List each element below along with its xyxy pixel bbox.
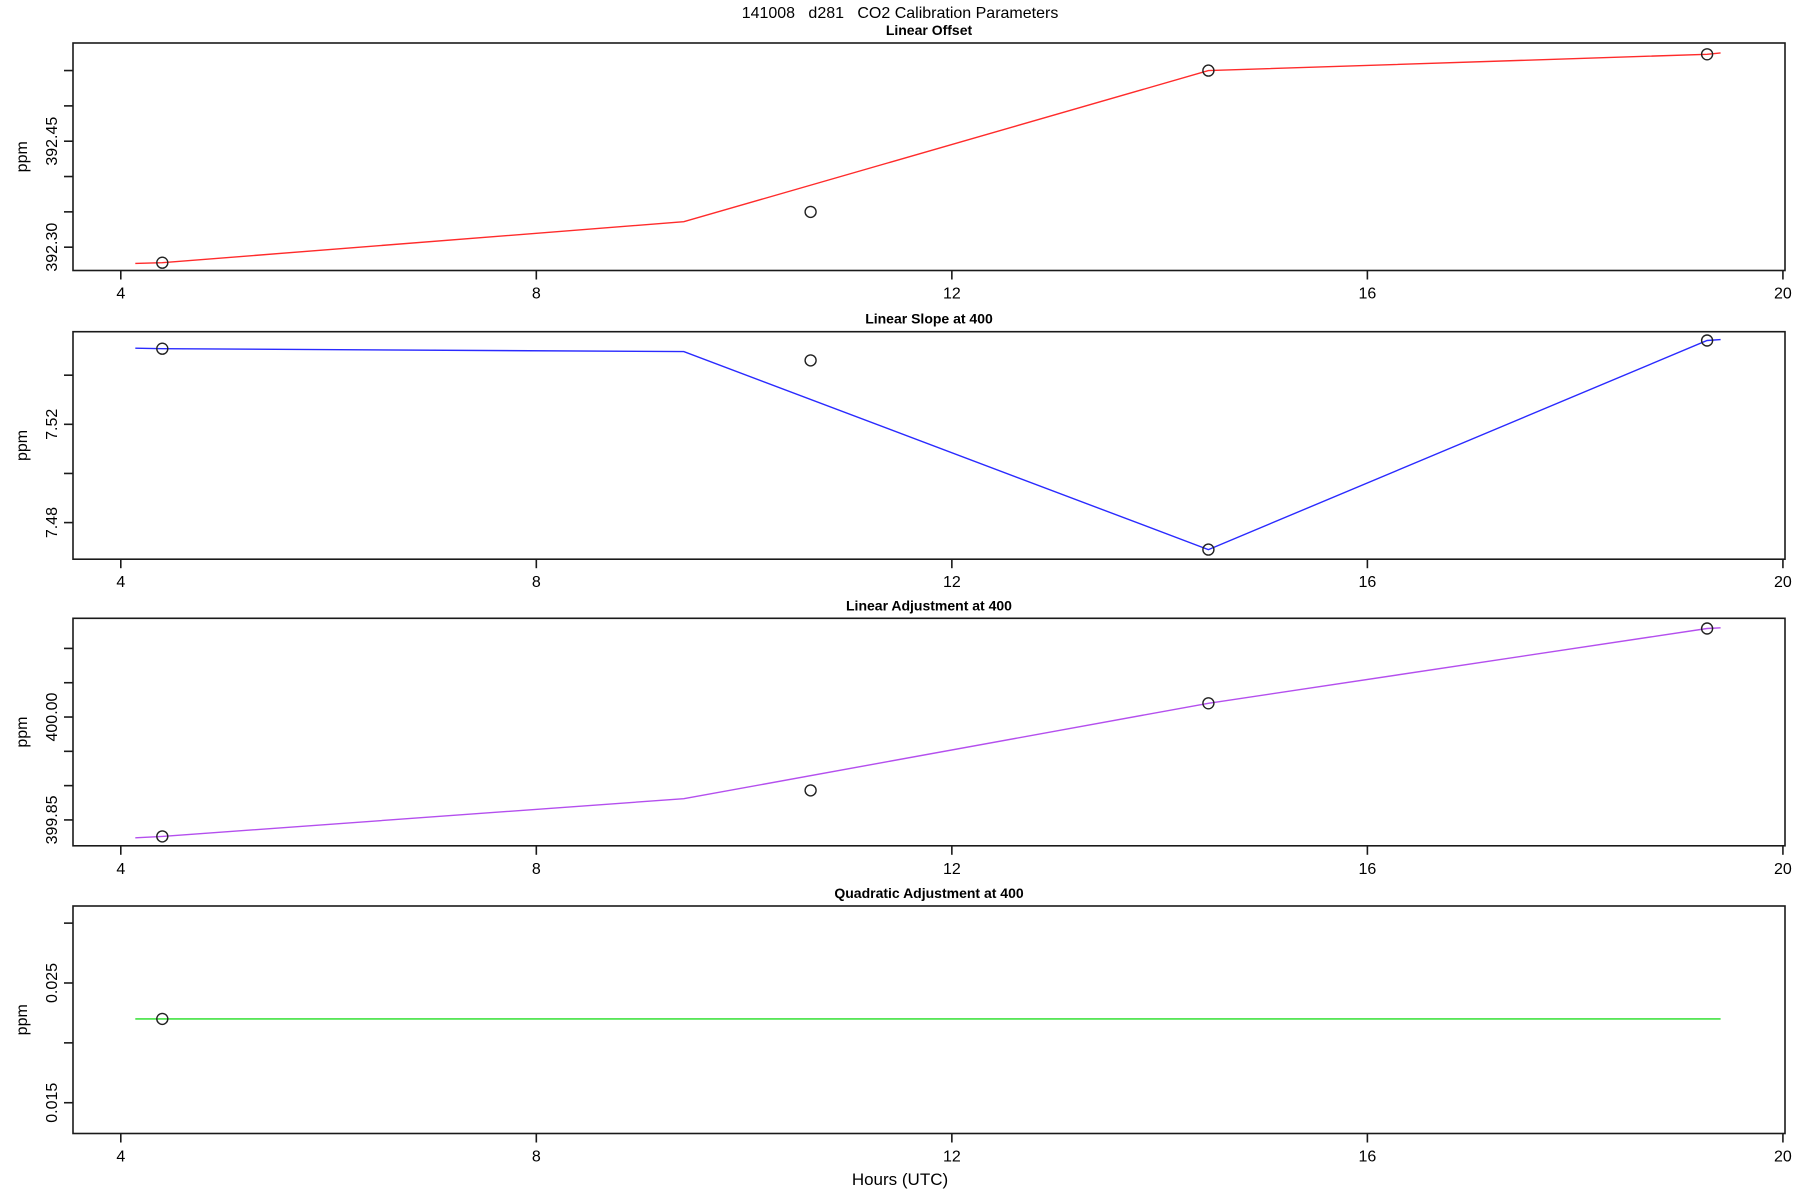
data-point xyxy=(804,354,817,367)
series-line xyxy=(135,338,1721,551)
panel-title: Linear Offset xyxy=(886,22,973,38)
data-point xyxy=(1700,334,1714,347)
y-tick-label: 7.52 xyxy=(44,409,61,440)
x-tick-label: 20 xyxy=(1774,286,1792,303)
y-tick-label: 0.025 xyxy=(44,963,61,1003)
panel-border xyxy=(72,617,1786,847)
y-tick-label: 0.015 xyxy=(44,1083,61,1123)
x-tick-label: 4 xyxy=(116,574,125,591)
x-tick-label: 16 xyxy=(1358,574,1376,591)
x-tick-label: 4 xyxy=(116,1149,125,1166)
x-tick-label: 4 xyxy=(116,861,125,878)
series-line xyxy=(135,52,1721,265)
x-tick-label: 4 xyxy=(116,286,125,303)
panel-border xyxy=(72,330,1786,561)
x-tick-label: 8 xyxy=(532,1149,541,1166)
y-axis-label: ppm xyxy=(14,716,31,747)
x-tick-label: 12 xyxy=(943,1149,961,1166)
x-tick-label: 16 xyxy=(1358,1149,1376,1166)
panel-title: Linear Slope at 400 xyxy=(865,311,993,327)
x-tick-label: 12 xyxy=(943,286,961,303)
panel-title: Linear Adjustment at 400 xyxy=(846,597,1012,613)
x-tick-label: 8 xyxy=(532,861,541,878)
x-tick-label: 12 xyxy=(943,861,961,878)
x-tick-label: 12 xyxy=(943,574,961,591)
series-line xyxy=(135,627,1721,839)
x-tick-label: 16 xyxy=(1358,286,1376,303)
y-axis-label: ppm xyxy=(14,1004,31,1035)
data-point xyxy=(804,784,817,797)
data-point xyxy=(1202,64,1215,77)
main-title: 141008 d281 CO2 Calibration Parameters xyxy=(741,5,1059,22)
panel-border xyxy=(72,905,1786,1135)
x-tick-label: 20 xyxy=(1774,574,1792,591)
data-point xyxy=(1700,622,1714,635)
data-point xyxy=(156,256,169,269)
x-tick-label: 20 xyxy=(1774,1149,1792,1166)
data-point xyxy=(156,1012,169,1026)
data-point xyxy=(1700,48,1714,61)
x-tick-label: 16 xyxy=(1358,861,1376,878)
data-point xyxy=(804,205,817,219)
data-point xyxy=(156,342,169,355)
y-tick-label: 399.85 xyxy=(44,795,61,844)
data-point xyxy=(1202,543,1215,556)
data-point xyxy=(1202,697,1215,710)
x-tick-label: 20 xyxy=(1774,861,1792,878)
data-point xyxy=(156,830,169,843)
y-tick-label: 392.30 xyxy=(44,223,61,272)
y-tick-label: 7.48 xyxy=(44,507,61,538)
x-tick-label: 8 xyxy=(532,574,541,591)
y-axis-label: ppm xyxy=(14,430,31,461)
y-axis-label: ppm xyxy=(14,141,31,172)
y-tick-label: 392.45 xyxy=(44,117,61,166)
y-tick-label: 400.00 xyxy=(44,692,61,741)
x-axis-title: Hours (UTC) xyxy=(851,1170,949,1189)
x-tick-label: 8 xyxy=(532,286,541,303)
panel-border xyxy=(72,42,1786,272)
panel-title: Quadratic Adjustment at 400 xyxy=(834,885,1024,901)
